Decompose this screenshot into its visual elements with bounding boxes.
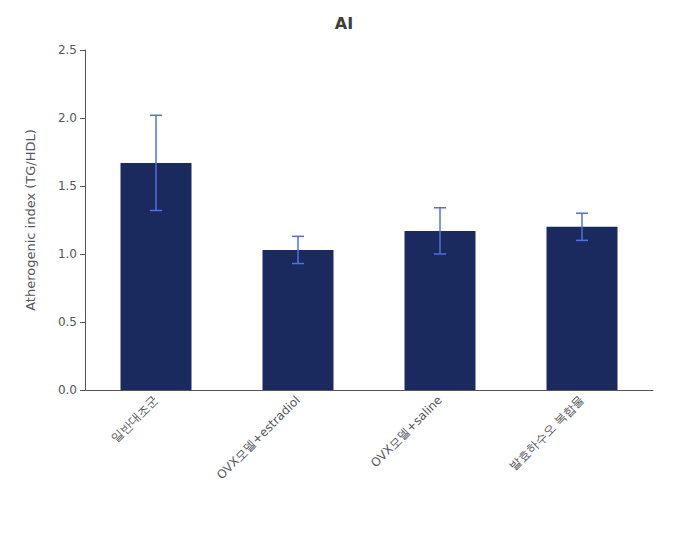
- svg-text:OVX모델+estradiol: OVX모델+estradiol: [214, 393, 303, 482]
- svg-text:2.0: 2.0: [58, 111, 77, 125]
- svg-text:발효하수오 복합물: 발효하수오 복합물: [506, 393, 586, 473]
- svg-text:일반대조군: 일반대조군: [109, 393, 161, 445]
- svg-text:OVX모델+saline: OVX모델+saline: [368, 393, 445, 470]
- svg-text:2.5: 2.5: [58, 43, 77, 57]
- svg-text:1.5: 1.5: [58, 179, 77, 193]
- svg-text:0.0: 0.0: [58, 383, 77, 397]
- svg-text:AI: AI: [335, 14, 353, 33]
- svg-text:0.5: 0.5: [58, 315, 77, 329]
- svg-text:Atherogenic index (TG/HDL): Atherogenic index (TG/HDL): [23, 129, 38, 311]
- svg-text:1.0: 1.0: [58, 247, 77, 261]
